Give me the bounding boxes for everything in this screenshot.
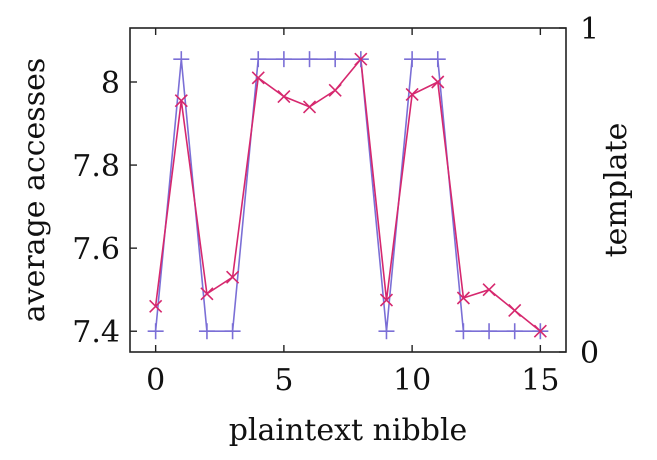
data-point	[379, 293, 394, 307]
data-point	[506, 323, 523, 340]
marker-stroke	[302, 100, 317, 114]
series-lines-layer	[154, 57, 541, 333]
marker-stroke	[431, 75, 445, 89]
x-tick-label: 15	[521, 363, 559, 398]
marker-stroke	[226, 270, 240, 284]
tick-labels-layer: 0 5 10 15 7.4 7.6 7.8 8 0 1	[72, 12, 599, 398]
data-point	[328, 83, 342, 97]
data-point	[482, 283, 496, 297]
series-markers-layer	[147, 51, 549, 340]
data-point	[455, 323, 472, 340]
data-point	[508, 303, 522, 318]
data-point	[275, 51, 292, 68]
x-tick-label: 10	[393, 363, 431, 398]
marker-stroke	[533, 324, 547, 338]
y-tick-label-left: 7.8	[72, 149, 120, 184]
data-point	[277, 89, 291, 104]
data-point	[301, 51, 318, 68]
data-point	[405, 87, 419, 102]
marker-stroke	[456, 291, 470, 305]
marker-stroke	[200, 287, 214, 301]
marker-stroke	[174, 94, 188, 108]
data-point	[429, 51, 446, 68]
marker-stroke	[508, 303, 522, 318]
y-axis-label-left: average accesses	[17, 58, 52, 323]
marker-stroke	[149, 299, 163, 313]
data-point	[147, 323, 164, 340]
data-point	[198, 323, 215, 340]
ticks-layer	[130, 27, 566, 353]
data-point	[173, 51, 190, 68]
y-tick-label-right: 0	[580, 336, 599, 371]
marker-stroke	[328, 83, 342, 97]
data-point	[378, 323, 395, 340]
data-point	[404, 51, 421, 68]
x-axis-label: plaintext nibble	[229, 413, 468, 448]
data-point	[327, 51, 344, 68]
data-point	[533, 324, 547, 338]
data-point	[174, 94, 188, 108]
data-point	[226, 270, 240, 284]
plot-frame	[129, 27, 567, 353]
x-tick-label: 5	[274, 363, 293, 398]
y-tick-label-left: 7.6	[72, 232, 120, 267]
data-point	[354, 52, 368, 66]
y-tick-label-left: 7.4	[72, 315, 120, 350]
marker-stroke	[405, 87, 419, 102]
x-tick-label: 0	[146, 363, 165, 398]
series-line-1	[154, 58, 541, 333]
marker-stroke	[277, 89, 291, 104]
marker-stroke	[354, 52, 368, 66]
data-point	[149, 299, 163, 313]
series-line-0	[154, 57, 541, 332]
data-point	[250, 51, 267, 68]
data-point	[302, 100, 317, 114]
data-point	[224, 323, 241, 340]
marker-stroke	[379, 293, 394, 307]
y-axis-label-right: template	[599, 123, 634, 258]
y-tick-label-right: 1	[580, 12, 599, 47]
data-point	[251, 71, 265, 85]
data-point	[481, 323, 498, 340]
data-point	[431, 75, 445, 89]
y-tick-label-left: 8	[101, 66, 120, 101]
data-point	[456, 291, 470, 305]
marker-stroke	[251, 71, 265, 85]
data-point	[200, 287, 214, 301]
marker-stroke	[482, 283, 496, 297]
